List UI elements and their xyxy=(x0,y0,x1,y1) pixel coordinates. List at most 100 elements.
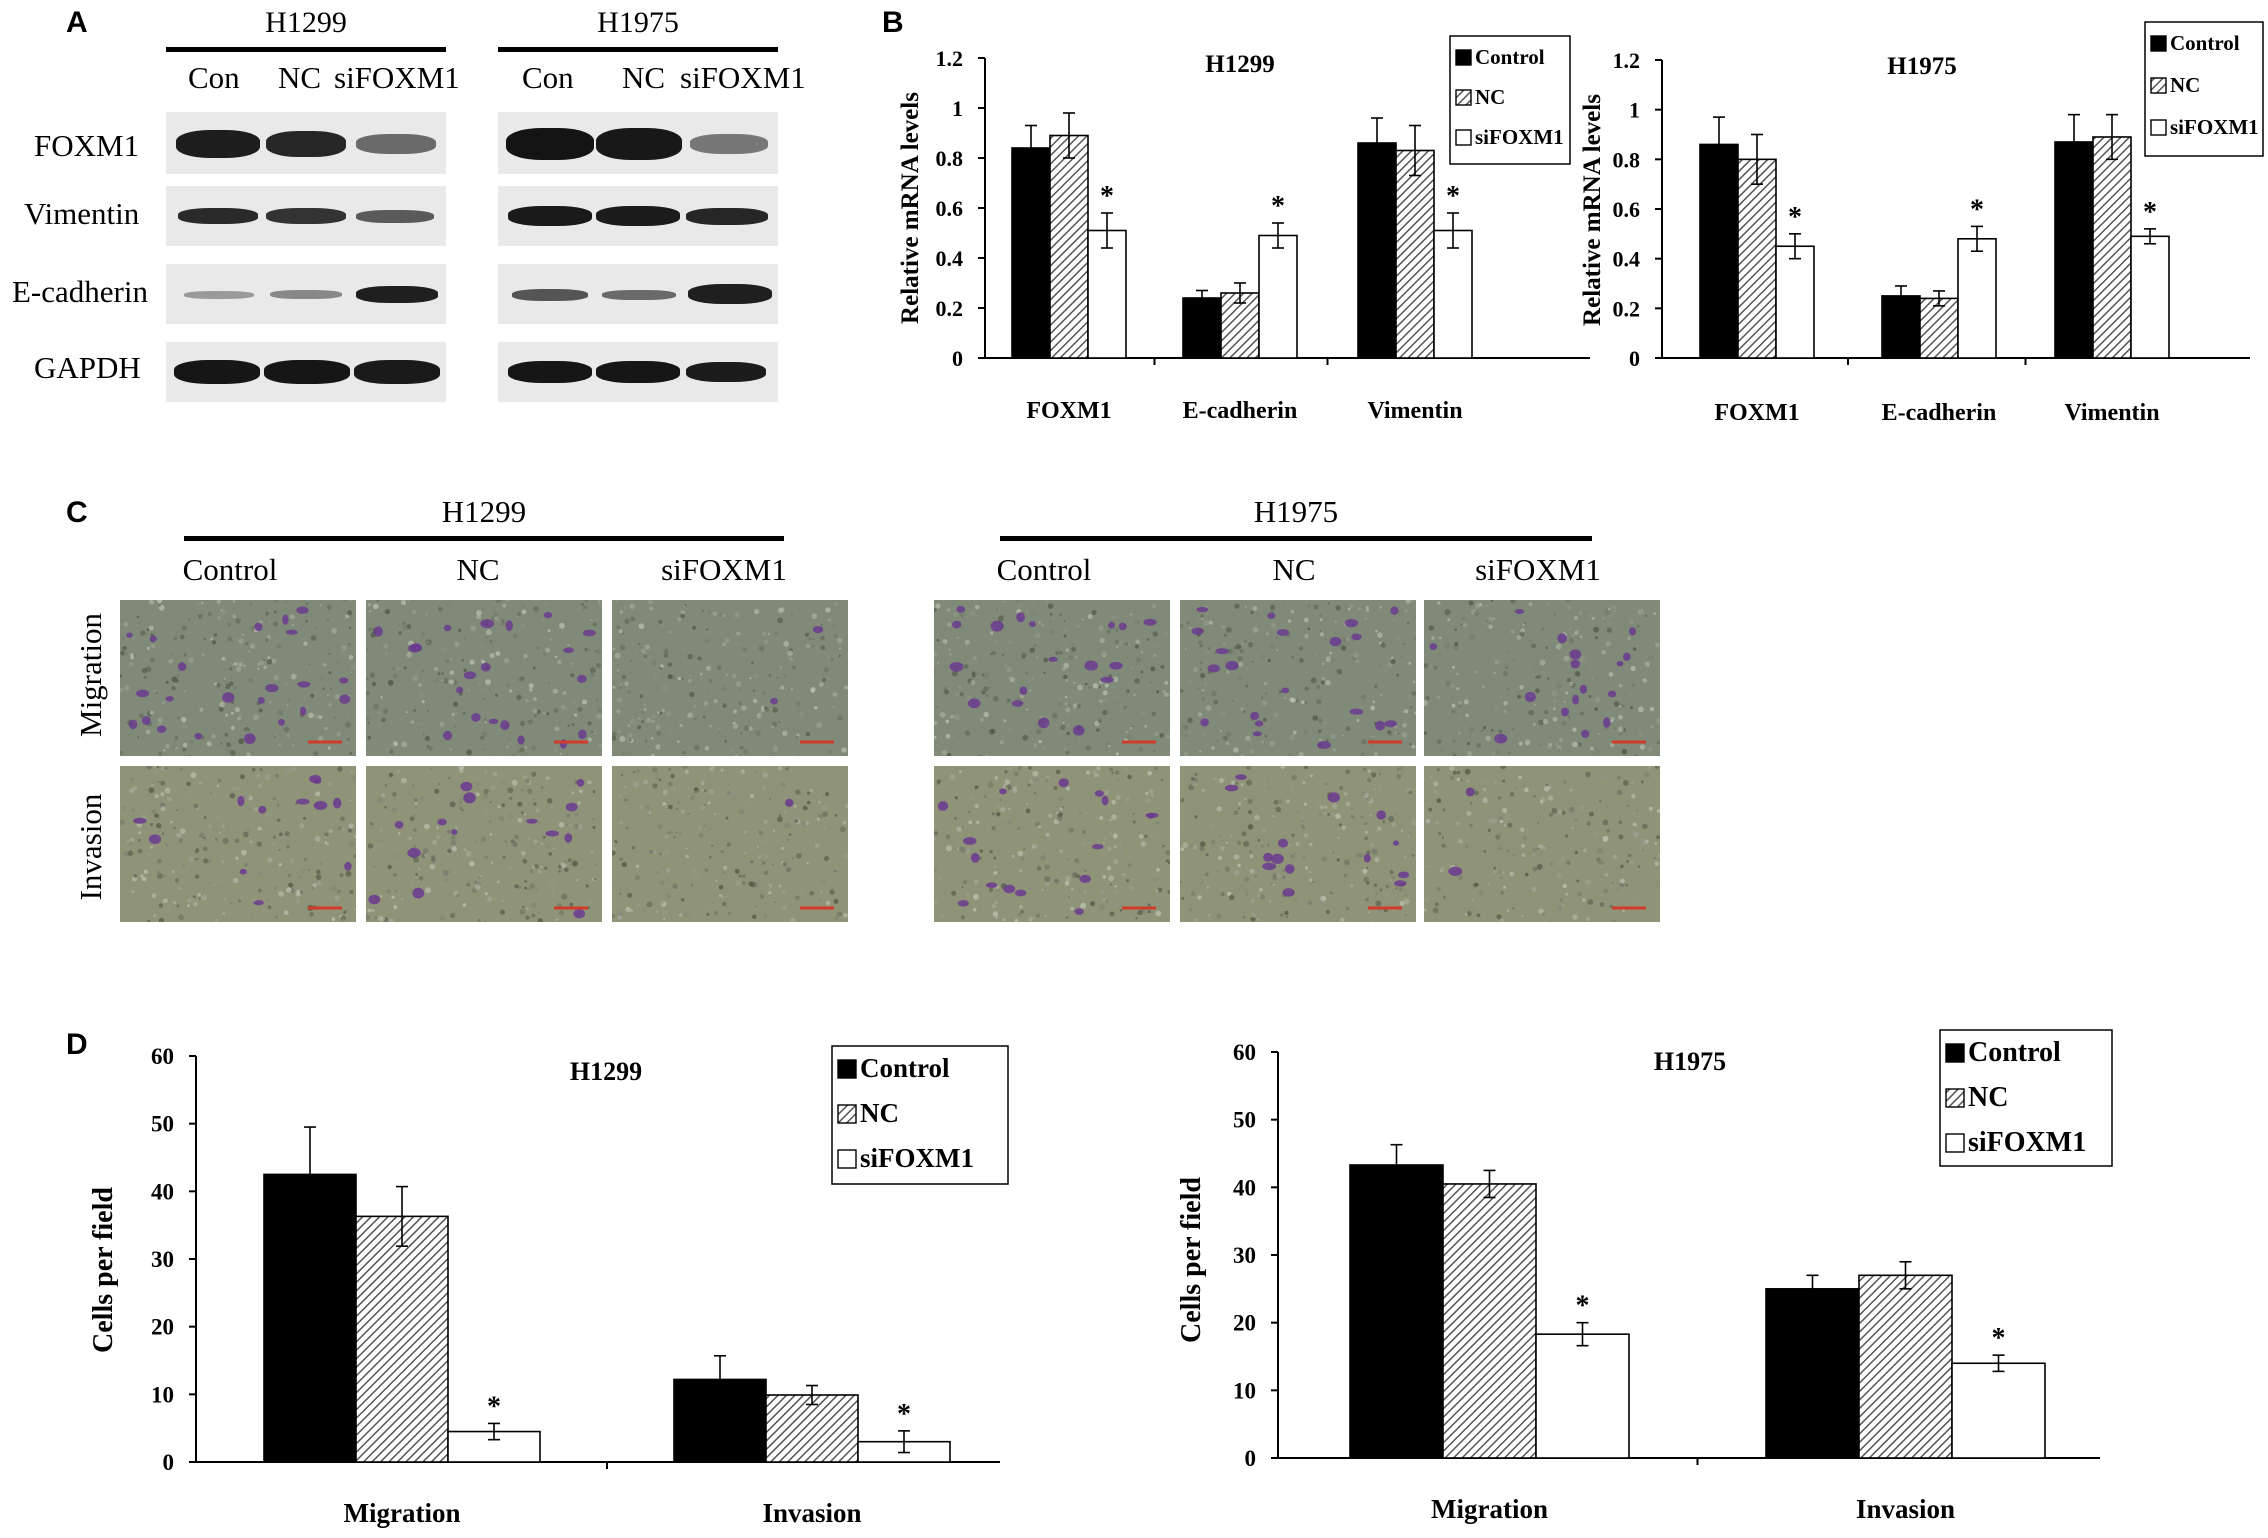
y-tick-label: 20 xyxy=(1233,1311,1256,1336)
lane-label-con: Con xyxy=(188,60,240,95)
y-axis-label: Cells per field xyxy=(88,1187,119,1353)
legend-label-control: Control xyxy=(860,1053,950,1083)
micrograph-h1299-migration-nc xyxy=(366,600,602,756)
chart-title: H1299 xyxy=(570,1057,642,1086)
chart-title: H1975 xyxy=(1887,53,1956,80)
micrograph-h1975-invasion-sifoxm1 xyxy=(1424,766,1660,922)
y-axis-label: Cells per field xyxy=(1176,1177,1207,1343)
y-tick-label: 30 xyxy=(151,1247,174,1272)
micrograph-h1299-migration-sifoxm1 xyxy=(612,600,848,756)
legend-box xyxy=(831,1045,1009,1185)
y-tick-label: 1.2 xyxy=(936,46,964,71)
legend-label-sifoxm1: siFOXM1 xyxy=(1475,125,1564,149)
significance-star: * xyxy=(1446,181,1460,212)
bar-sifoxm1-migration xyxy=(1535,1333,1630,1459)
x-category-label: FOXM1 xyxy=(1026,398,1111,424)
legend-label-control: Control xyxy=(1475,45,1545,69)
micro-col-nc: NC xyxy=(1272,552,1316,587)
significance-star: * xyxy=(487,1391,501,1422)
legend-label-control: Control xyxy=(2170,31,2240,55)
protein-label-e-cadherin: E-cadherin xyxy=(12,274,148,309)
blot-h1975-gapdh xyxy=(498,342,778,402)
micrograph-h1975-invasion-nc xyxy=(1180,766,1416,922)
y-tick-label: 0 xyxy=(163,1450,175,1475)
y-tick-label: 50 xyxy=(151,1112,174,1137)
y-tick-label: 0.4 xyxy=(936,246,964,271)
micrograph-h1299-invasion-control xyxy=(120,766,356,922)
micro-rule-h1975 xyxy=(1000,536,1592,541)
legend: Control NC siFOXM1 xyxy=(2144,21,2264,157)
x-category-label: Vimentin xyxy=(1367,398,1462,424)
micro-col-nc: NC xyxy=(456,552,500,587)
y-tick-label: 10 xyxy=(151,1382,174,1407)
legend-swatch-control xyxy=(1455,49,1472,66)
bar-control-e-cadherin xyxy=(1182,297,1222,359)
blot-h1975-e-cadherin xyxy=(498,264,778,324)
x-category-label: Migration xyxy=(344,1498,461,1528)
x-category-label: Migration xyxy=(1431,1494,1548,1524)
bar-sifoxm1-foxm1 xyxy=(1087,229,1127,359)
protein-label-gapdh: GAPDH xyxy=(34,350,141,385)
significance-star: * xyxy=(897,1399,911,1430)
legend-label-sifoxm1: siFOXM1 xyxy=(860,1143,974,1173)
micro-title-h1299: H1299 xyxy=(441,494,527,529)
legend-label-nc: NC xyxy=(1475,85,1505,109)
legend-swatch-control xyxy=(2150,35,2167,52)
y-tick-label: 40 xyxy=(1233,1175,1256,1200)
significance-star: * xyxy=(1576,1291,1590,1322)
chart-d-h1975: H1975 0 10 20 30 40 50 60 Cells per field * Migrat… xyxy=(1176,1029,2113,1524)
panel-label-b: B xyxy=(882,6,904,39)
wb-title-h1975: H1975 xyxy=(597,6,679,39)
legend-swatch-control xyxy=(837,1059,857,1079)
y-tick-label: 1 xyxy=(952,96,963,121)
legend-swatch-nc xyxy=(1945,1088,1965,1108)
micrograph-h1975-invasion-control xyxy=(934,766,1170,922)
y-axis-label: Relative mRNA levels xyxy=(1579,94,1606,326)
lane-label-sifoxm1: siFOXM1 xyxy=(680,60,806,95)
legend-label-nc: NC xyxy=(1968,1082,2008,1113)
legend-swatch-sifoxm1 xyxy=(1945,1133,1965,1153)
micrograph-h1299-migration-control xyxy=(120,600,356,756)
y-tick-label: 0 xyxy=(1245,1446,1257,1471)
lane-label-sifoxm1: siFOXM1 xyxy=(334,60,460,95)
bar-nc-migration xyxy=(1442,1183,1537,1459)
y-tick-label: 30 xyxy=(1233,1243,1256,1268)
legend: Control NC siFOXM1 xyxy=(831,1045,1009,1185)
legend-swatch-control xyxy=(1945,1043,1965,1063)
micro-col-control: Control xyxy=(996,552,1092,587)
lane-label-con: Con xyxy=(522,60,574,95)
significance-star: * xyxy=(1271,191,1285,222)
legend-swatch-nc xyxy=(2150,77,2167,94)
panel-label-a: A xyxy=(66,6,88,39)
micrograph-h1975-migration-nc xyxy=(1180,600,1416,756)
bar-control-migration xyxy=(1349,1164,1444,1459)
micrograph-h1299-invasion-nc xyxy=(366,766,602,922)
y-tick-label: 10 xyxy=(1233,1378,1256,1403)
legend-label-sifoxm1: siFOXM1 xyxy=(2170,115,2259,139)
y-tick-label: 0.6 xyxy=(936,196,964,221)
chart-b-h1975: H1975 0 0.2 0.4 0.6 0.8 1 1.2 Relative mRNA leve… xyxy=(1579,21,2264,426)
micro-col-control: Control xyxy=(182,552,278,587)
legend-swatch-sifoxm1 xyxy=(2150,119,2167,136)
y-tick-label: 0 xyxy=(1629,346,1640,371)
blot-h1299-gapdh xyxy=(166,342,446,402)
x-category-label: Invasion xyxy=(1856,1494,1955,1524)
panel-label-c: C xyxy=(66,496,88,529)
legend: Control NC siFOXM1 xyxy=(1939,1029,2113,1167)
y-tick-label: 60 xyxy=(151,1044,174,1069)
y-tick-label: 0.2 xyxy=(1613,296,1641,321)
x-category-label: E-cadherin xyxy=(1183,398,1298,424)
bar-nc-migration xyxy=(355,1215,449,1463)
chart-title: H1975 xyxy=(1654,1047,1726,1076)
bar-sifoxm1-vimentin xyxy=(1433,229,1473,359)
protein-label-vimentin: Vimentin xyxy=(24,196,140,231)
bar-control-vimentin xyxy=(2054,141,2094,359)
bar-sifoxm1-e-cadherin xyxy=(1957,238,1997,359)
wb-rule-h1975 xyxy=(498,47,778,52)
micrograph-h1975-migration-sifoxm1 xyxy=(1424,600,1660,756)
protein-label-foxm1: FOXM1 xyxy=(34,128,140,163)
blot-h1975-vimentin xyxy=(498,186,778,246)
bar-sifoxm1-e-cadherin xyxy=(1258,234,1298,359)
y-tick-label: 0.8 xyxy=(936,146,964,171)
